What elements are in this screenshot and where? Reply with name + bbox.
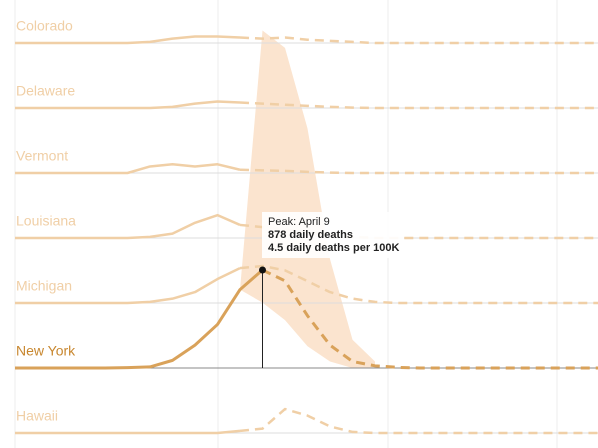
row-label: Colorado [16, 18, 73, 34]
observed-line [15, 268, 264, 370]
observed-line [15, 35, 241, 45]
band-layer [240, 30, 375, 368]
row-label: Vermont [16, 148, 68, 164]
projection-line [239, 264, 598, 305]
observed-line [15, 213, 241, 240]
tooltip-box [262, 212, 404, 258]
projection-line [239, 168, 598, 175]
projection-line [261, 268, 598, 370]
row-label: Hawaii [16, 408, 58, 424]
row-label: Louisiana [16, 213, 76, 229]
row: Michigan [15, 264, 598, 305]
peak-dot [259, 266, 266, 274]
tooltip-rate: 4.5 daily deaths per 100K [268, 242, 400, 254]
projection-line [239, 101, 598, 110]
tooltip: Peak: April 9 878 daily deaths 4.5 daily… [259, 212, 404, 368]
uncertainty-band [240, 30, 375, 368]
row-label: Delaware [16, 83, 75, 99]
row: New York [15, 268, 598, 370]
projection-line [239, 36, 598, 45]
row: Vermont [15, 148, 598, 175]
row: Colorado [15, 18, 598, 45]
observed-line [15, 267, 241, 305]
observed-line [15, 100, 241, 110]
row-label: Michigan [16, 278, 72, 294]
row: Hawaii [15, 407, 598, 435]
projection-line [239, 407, 598, 435]
observed-line [15, 429, 241, 435]
tooltip-peak: Peak: April 9 [268, 216, 330, 228]
tooltip-deaths: 878 daily deaths [268, 229, 353, 241]
observed-line [15, 163, 241, 175]
row: Delaware [15, 83, 598, 110]
row-label: New York [16, 343, 76, 359]
